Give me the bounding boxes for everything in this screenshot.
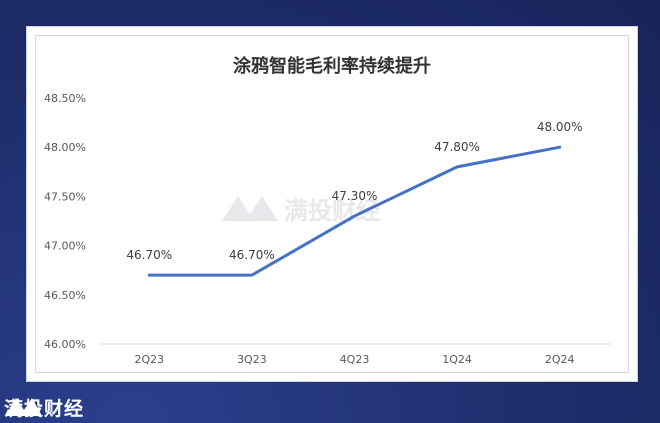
x-tick-label: 3Q23 (237, 353, 267, 366)
series-line (147, 145, 562, 277)
brand-logo-icon (6, 398, 42, 416)
x-tick-label: 1Q24 (442, 353, 472, 366)
y-tick-label: 46.00% (44, 338, 86, 351)
chart-card: 涂鸦智能毛利率持续提升 满投财经 46.00% 46.50% 47.00% 47.50… (26, 26, 638, 382)
chart-frame: 涂鸦智能毛利率持续提升 满投财经 46.00% 46.50% 47.00% 47.50… (35, 35, 629, 373)
watermark-logo-icon (222, 196, 278, 221)
chart-svg: 涂鸦智能毛利率持续提升 满投财经 46.00%46.50%47.00%47.50… (44, 55, 611, 366)
y-axis: 46.00% 46.50% 47.00% 47.50% 48.00% 48.50% (44, 92, 86, 351)
y-tick-label: 46.50% (44, 289, 86, 302)
footer-brand: 满投财经 (4, 394, 84, 420)
x-tick-label: 2Q24 (545, 353, 575, 366)
y-tick-label: 48.50% (44, 92, 86, 105)
x-tick-label: 4Q23 (340, 353, 370, 366)
data-labels-layer: 46.70% 46.70% 47.30% 47.80% 48.00% (126, 120, 582, 262)
chart-title: 涂鸦智能毛利率持续提升 (233, 55, 431, 77)
y-tick-label: 47.00% (44, 240, 86, 253)
series-layer (147, 145, 562, 277)
x-tick-label: 2Q23 (134, 353, 164, 366)
y-tick-label: 48.00% (44, 141, 86, 154)
data-label: 46.70% (229, 248, 275, 262)
data-label: 47.80% (434, 140, 480, 154)
y-tick-label: 47.50% (44, 190, 86, 203)
data-label: 47.30% (332, 189, 378, 203)
x-axis: 2Q23 3Q23 4Q23 1Q24 2Q24 (98, 343, 611, 366)
data-label: 46.70% (126, 248, 172, 262)
data-label: 48.00% (537, 120, 583, 134)
